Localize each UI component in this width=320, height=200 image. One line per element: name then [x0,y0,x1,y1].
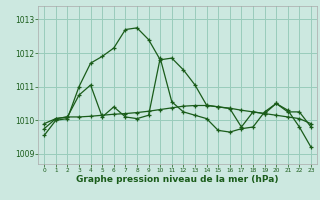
X-axis label: Graphe pression niveau de la mer (hPa): Graphe pression niveau de la mer (hPa) [76,175,279,184]
